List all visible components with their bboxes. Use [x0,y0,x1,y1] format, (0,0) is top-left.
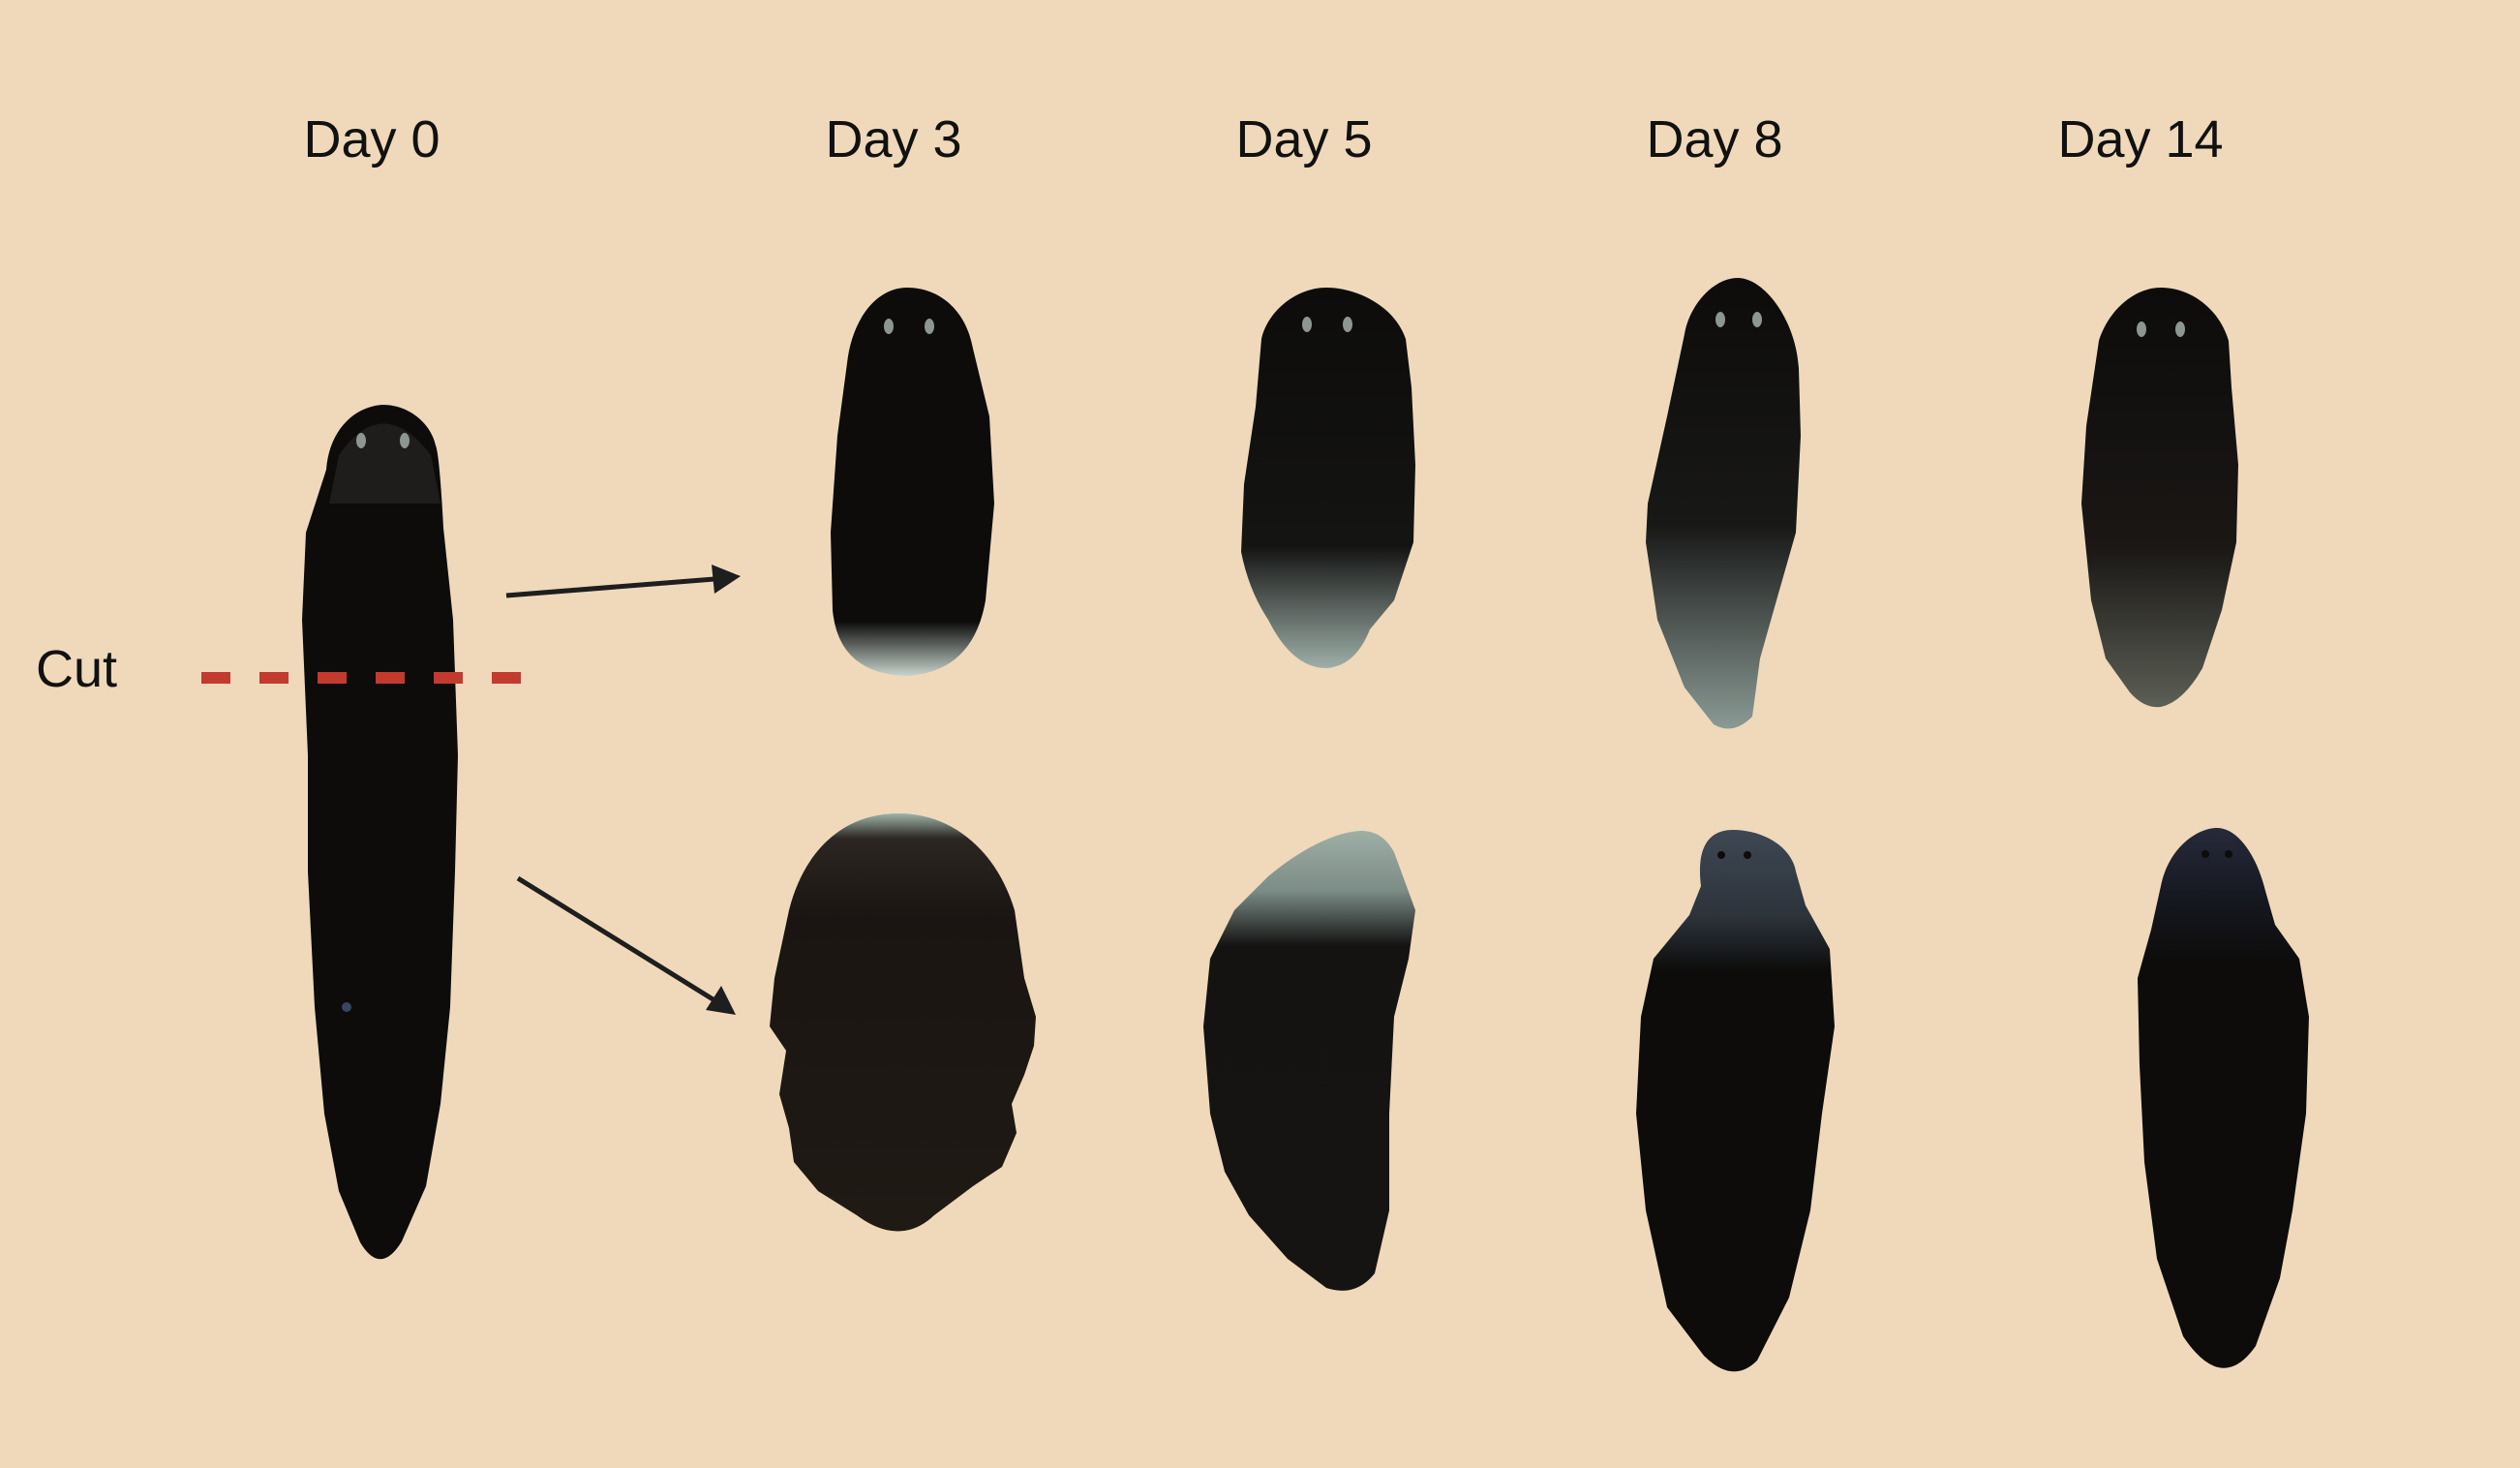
arrow-to-head-fragment [505,565,741,598]
eyespot [2175,321,2185,337]
eyespot [2201,850,2209,858]
day5-tail-fragment [1203,831,1415,1291]
eyespot [1752,312,1762,327]
day0-worm [302,405,458,1260]
eyespot [884,319,894,334]
day14-head-fragment [2081,288,2238,708]
label-day14: Day 14 [2057,110,2224,168]
eyespot [400,433,410,448]
eyespot [1343,317,1352,332]
day8-head-fragment [1646,278,1801,729]
label-day0: Day 0 [303,110,440,168]
label-day8: Day 8 [1646,110,1783,168]
day5-head-fragment [1241,288,1415,668]
eyespot [1744,851,1751,859]
arrow-right-icon [706,986,736,1015]
arrow-right-icon [712,565,741,594]
day3-tail-fragment [770,813,1036,1232]
eyespot [1302,317,1312,332]
eyespot [356,433,366,448]
day3-head-fragment [831,288,994,676]
eyespot [1715,312,1725,327]
label-cut: Cut [36,640,118,698]
eyespot [1717,851,1725,859]
eyespot [925,319,934,334]
arrow-to-tail-fragment [516,875,736,1015]
eyespot [2225,850,2232,858]
label-day3: Day 3 [825,110,962,168]
label-day5: Day 5 [1235,110,1373,168]
eyespot [2137,321,2146,337]
day14-tail-fragment [2138,828,2309,1368]
day8-tail-fragment [1636,830,1835,1372]
